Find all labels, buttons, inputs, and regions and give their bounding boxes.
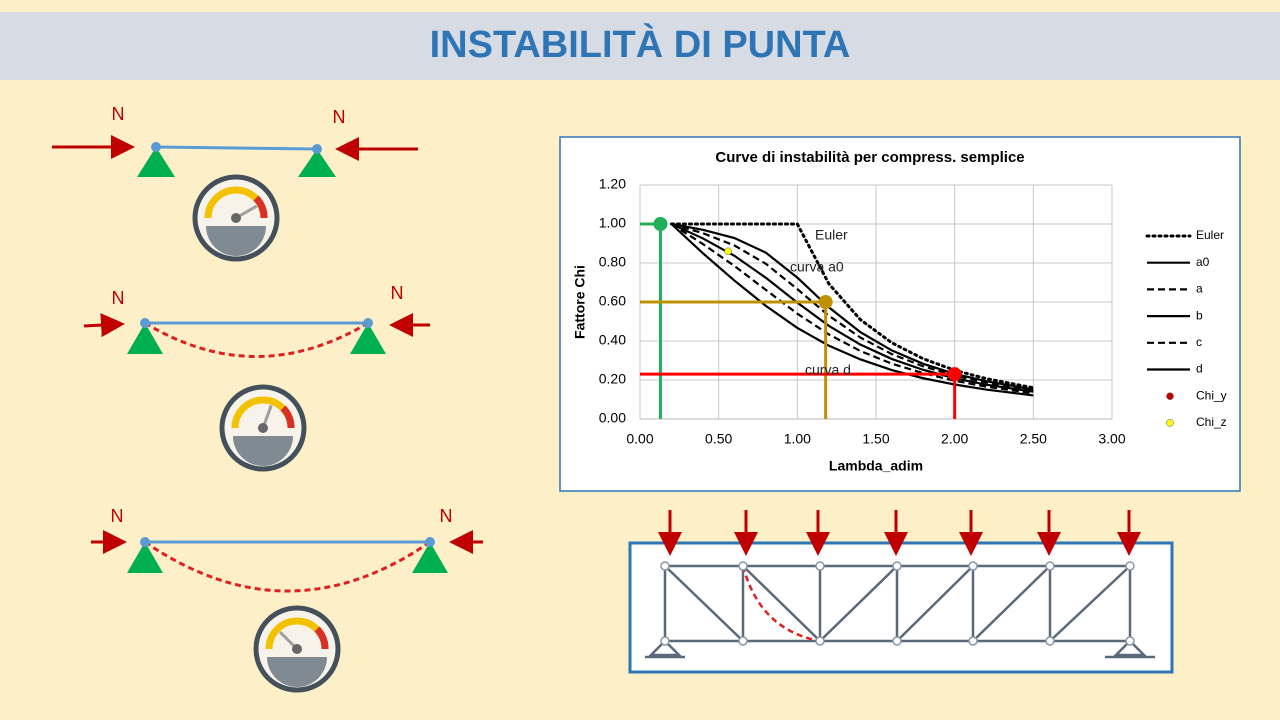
highlight-point xyxy=(653,217,668,231)
beam-diagram xyxy=(91,530,483,593)
force-label: N xyxy=(112,288,125,308)
highlight-point xyxy=(947,367,962,382)
legend-label: Euler xyxy=(1196,228,1224,242)
slide-title: INSTABILITÀ DI PUNTA xyxy=(430,22,851,66)
truss-diagram xyxy=(628,510,1174,674)
y-tick-label: 0.40 xyxy=(599,332,626,348)
x-tick-label: 2.50 xyxy=(1020,431,1047,447)
gauge-arc-red xyxy=(280,405,295,429)
legend-label: b xyxy=(1196,308,1203,322)
legend-label: Chi_y xyxy=(1196,388,1227,402)
y-tick-label: 1.20 xyxy=(599,176,626,192)
y-tick-label: 0.80 xyxy=(599,254,626,270)
legend-label: d xyxy=(1196,362,1203,376)
series-line xyxy=(670,223,1034,397)
x-tick-label: 0.50 xyxy=(705,431,732,447)
y-tick-label: 0.20 xyxy=(599,371,626,387)
force-label: N xyxy=(440,506,453,526)
force-label: N xyxy=(333,107,346,127)
legend-label: a xyxy=(1196,282,1203,296)
plot: 0.00 0.20 0.40 0.60 0.80 1.00 1.20 0.00 0.50 1.00… xyxy=(599,176,1227,447)
gauges xyxy=(192,174,341,693)
gauge-base xyxy=(267,657,327,687)
chart-frame xyxy=(559,136,1241,492)
y-tick-label: 1.00 xyxy=(599,215,626,231)
annotation: curva a0 xyxy=(790,259,844,275)
beam-diagram xyxy=(83,313,430,358)
highlight-point xyxy=(818,295,833,309)
legend-label: c xyxy=(1196,335,1202,349)
legend-swatch xyxy=(1166,419,1174,427)
chart-title: Curve di instabilità per compress. sempl… xyxy=(715,149,1024,166)
legend-swatch xyxy=(1166,392,1174,400)
x-tick-label: 0.00 xyxy=(626,431,653,447)
gauge-base xyxy=(233,436,293,466)
legend-label: Chi_z xyxy=(1196,415,1227,429)
gauge-arc-red xyxy=(314,626,329,650)
data-point xyxy=(724,247,732,256)
x-tick-label: 1.50 xyxy=(862,431,889,447)
x-tick-label: 3.00 xyxy=(1098,431,1125,447)
legend-label: a0 xyxy=(1196,255,1210,269)
annotation: curva d xyxy=(805,362,851,378)
series-line xyxy=(670,223,1034,395)
x-axis-label: Lambda_adim xyxy=(829,458,923,474)
x-tick-label: 1.00 xyxy=(784,431,811,447)
x-tick-label: 2.00 xyxy=(941,431,968,447)
gauge-hub xyxy=(292,644,302,654)
y-tick-label: 0.00 xyxy=(599,410,626,426)
header-band xyxy=(0,12,1280,80)
gauge-hub xyxy=(258,423,268,433)
beam-diagram xyxy=(52,135,418,177)
y-axis-label: Fattore Chi xyxy=(572,265,588,339)
force-label: N xyxy=(111,506,124,526)
gauge-arc-red xyxy=(253,195,268,219)
force-label: N xyxy=(391,283,404,303)
gauge-base xyxy=(206,226,266,256)
y-tick-label: 0.60 xyxy=(599,293,626,309)
gauge-hub xyxy=(231,213,241,223)
force-label: N xyxy=(112,104,125,124)
annotation: Euler xyxy=(815,227,848,243)
